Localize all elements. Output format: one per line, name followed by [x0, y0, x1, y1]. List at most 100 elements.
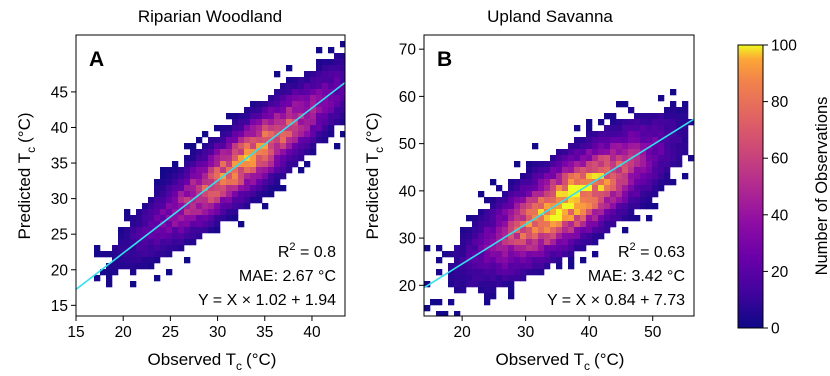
- heatmap-cell: [568, 143, 575, 150]
- heatmap-cell: [166, 173, 173, 180]
- heatmap-cell: [280, 185, 287, 192]
- heatmap-cell: [514, 275, 521, 282]
- heatmap-cell: [676, 143, 683, 150]
- y-tick-label: 60: [399, 89, 417, 106]
- heatmap-cell: [562, 227, 569, 234]
- heatmap-cell: [172, 185, 179, 192]
- heatmap-cell: [466, 275, 473, 282]
- heatmap-cell: [586, 233, 593, 240]
- heatmap-cell: [556, 203, 563, 210]
- heatmap-cell: [238, 161, 245, 168]
- heatmap-cell: [220, 185, 227, 192]
- heatmap-cell: [562, 179, 569, 186]
- heatmap-cell: [550, 209, 557, 216]
- heatmap-cell: [250, 167, 257, 174]
- heatmap-cell: [574, 191, 581, 198]
- heatmap-cell: [616, 155, 623, 162]
- heatmap-cell: [628, 191, 635, 198]
- heatmap-cell: [226, 173, 233, 180]
- heatmap-cell: [460, 239, 467, 246]
- colorbar-gradient: [737, 44, 764, 329]
- heatmap-cell: [550, 257, 557, 264]
- heatmap-cell: [604, 191, 611, 198]
- heatmap-cell: [166, 185, 173, 192]
- heatmap-cell: [592, 137, 599, 144]
- heatmap-cell: [142, 209, 149, 216]
- heatmap-cell: [574, 215, 581, 222]
- heatmap-cell: [148, 227, 155, 234]
- heatmap-cell: [316, 65, 323, 72]
- heatmap-cell: [610, 173, 617, 180]
- heatmap-cell: [214, 209, 221, 216]
- heatmap-cell: [244, 107, 251, 114]
- heatmap-cell: [580, 143, 587, 150]
- heatmap-cell: [460, 227, 467, 234]
- heatmap-cell: [508, 197, 515, 204]
- heatmap-cell: [202, 215, 209, 222]
- heatmap-cell: [622, 191, 629, 198]
- heatmap-cell: [586, 119, 593, 126]
- heatmap-cell: [508, 191, 515, 198]
- heatmap-cell: [214, 167, 221, 174]
- heatmap-cell: [538, 191, 545, 198]
- heatmap-cell: [310, 137, 317, 144]
- heatmap-cell: [232, 167, 239, 174]
- heatmap-cell: [568, 191, 575, 198]
- x-tick-label: 30: [209, 324, 227, 341]
- heatmap-cell: [196, 173, 203, 180]
- heatmap-cell: [544, 227, 551, 234]
- heatmap-cell: [244, 167, 251, 174]
- heatmap-cell: [280, 131, 287, 138]
- heatmap-cell: [640, 155, 647, 162]
- heatmap-cell: [562, 239, 569, 246]
- heatmap-cell: [622, 143, 629, 150]
- heatmap-cell: [304, 107, 311, 114]
- heatmap-cell: [124, 239, 131, 246]
- heatmap-cell: [226, 167, 233, 174]
- heatmap-cell: [538, 203, 545, 210]
- heatmap-cell: [256, 119, 263, 126]
- heatmap-cell: [190, 179, 197, 186]
- equation-text-a: Y = X × 1.02 + 1.94: [198, 292, 336, 309]
- heatmap-cell: [556, 149, 563, 156]
- heatmap-cell: [538, 167, 545, 174]
- heatmap-cell: [214, 203, 221, 210]
- heatmap-cell: [682, 107, 689, 114]
- heatmap-cell: [658, 149, 665, 156]
- heatmap-cell: [562, 215, 569, 222]
- heatmap-cell: [544, 245, 551, 252]
- heatmap-cell: [472, 257, 479, 264]
- heatmap-cell: [610, 215, 617, 222]
- heatmap-cell: [292, 113, 299, 120]
- heatmap-cell: [334, 53, 341, 60]
- heatmap-cell: [634, 119, 641, 126]
- heatmap-cell: [328, 101, 335, 108]
- y-tick-label: 50: [399, 136, 417, 153]
- heatmap-cell: [634, 179, 641, 186]
- heatmap-cell: [262, 137, 269, 144]
- heatmap-cell: [592, 251, 599, 258]
- heatmap-cell: [304, 95, 311, 102]
- heatmap-cell: [616, 203, 623, 210]
- heatmap-cell: [286, 143, 293, 150]
- heatmap-cell: [148, 209, 155, 216]
- heatmap-cell: [106, 251, 113, 258]
- heatmap-cell: [658, 179, 665, 186]
- heatmap-cell: [268, 119, 275, 126]
- heatmap-cell: [562, 155, 569, 162]
- heatmap-cell: [652, 143, 659, 150]
- heatmap-cell: [256, 185, 263, 192]
- heatmap-cell: [604, 215, 611, 222]
- heatmap-cell: [298, 95, 305, 102]
- heatmap-cell: [304, 125, 311, 132]
- heatmap-cell: [334, 119, 341, 126]
- heatmap-cell: [340, 71, 345, 78]
- heatmap-cell: [592, 131, 599, 138]
- heatmap-cell: [328, 83, 335, 90]
- heatmap-cell: [274, 119, 281, 126]
- heatmap-cell: [178, 245, 185, 252]
- heatmap-cell: [658, 119, 665, 126]
- heatmap-cell: [688, 155, 694, 162]
- heatmap-cell: [286, 137, 293, 144]
- heatmap-cell: [454, 281, 461, 288]
